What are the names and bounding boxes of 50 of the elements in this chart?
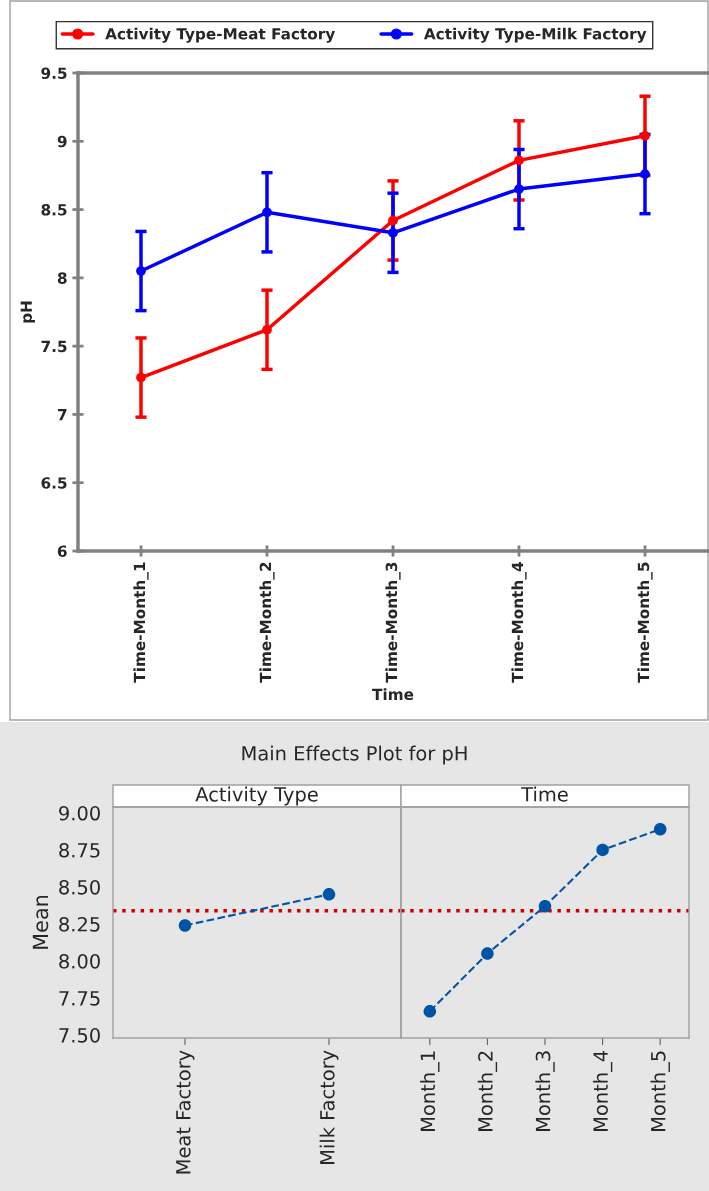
y-axis-title: Mean xyxy=(32,895,49,949)
point xyxy=(514,184,524,194)
point xyxy=(388,227,398,238)
x-tick-label: Time-Month_1 xyxy=(133,562,149,683)
y-tick-label: 8 xyxy=(57,272,67,284)
x-tick-label: Meat Factory xyxy=(176,1050,195,1174)
y-tick-label: 8.75 xyxy=(59,842,100,858)
y-tick-label: 8.00 xyxy=(59,953,100,969)
y-tick-label: 6 xyxy=(57,545,67,558)
legend-label: Activity Type-Meat Factory xyxy=(105,27,335,43)
y-tick-label: 7.50 xyxy=(59,1027,100,1043)
x-axis-title: Time xyxy=(372,688,414,701)
x-tick-label: Time-Month_5 xyxy=(637,562,653,683)
point xyxy=(136,266,146,276)
point xyxy=(136,372,146,383)
y-tick-label: 7.75 xyxy=(59,991,100,1006)
y-tick-label: 9 xyxy=(57,135,67,148)
chart-title: Main Effects Plot for pH xyxy=(242,745,467,765)
y-tick-label: 7.5 xyxy=(41,340,67,353)
y-tick-label: 8.5 xyxy=(41,204,67,216)
y-tick-label: 8.25 xyxy=(59,916,100,932)
y-tick-label: 9.5 xyxy=(41,67,67,80)
point xyxy=(481,947,494,960)
point xyxy=(640,130,650,141)
x-tick-label: Time-Month_3 xyxy=(385,562,401,683)
x-tick-label: Time-Month_4 xyxy=(511,562,527,683)
y-tick-label: 8.50 xyxy=(59,879,100,895)
point xyxy=(388,215,398,226)
y-tick-label: 7 xyxy=(57,409,67,421)
chart-subtitle: Activity Type xyxy=(195,786,318,806)
x-tick-label: Month_5 xyxy=(650,1051,670,1131)
point xyxy=(514,155,524,166)
x-tick-label: Month_2 xyxy=(477,1051,498,1131)
point xyxy=(538,899,552,913)
y-tick-label: 6.5 xyxy=(41,477,67,489)
point xyxy=(423,1005,437,1018)
y-axis-title: pH xyxy=(20,301,35,323)
legend-label: Activity Type-Milk Factory xyxy=(423,27,647,43)
point xyxy=(262,207,272,218)
point xyxy=(640,169,650,179)
point xyxy=(262,324,272,335)
point xyxy=(653,822,667,836)
x-tick-label: Month_1 xyxy=(420,1051,440,1131)
x-tick-label: Milk Factory xyxy=(319,1050,339,1164)
y-tick-label: 9.00 xyxy=(59,805,100,821)
chart-subtitle: Time xyxy=(521,786,568,802)
point xyxy=(596,843,609,857)
x-tick-label: Month_4 xyxy=(592,1050,613,1131)
x-tick-label: Month_3 xyxy=(535,1051,555,1131)
x-tick-label: Time-Month_2 xyxy=(259,562,275,683)
